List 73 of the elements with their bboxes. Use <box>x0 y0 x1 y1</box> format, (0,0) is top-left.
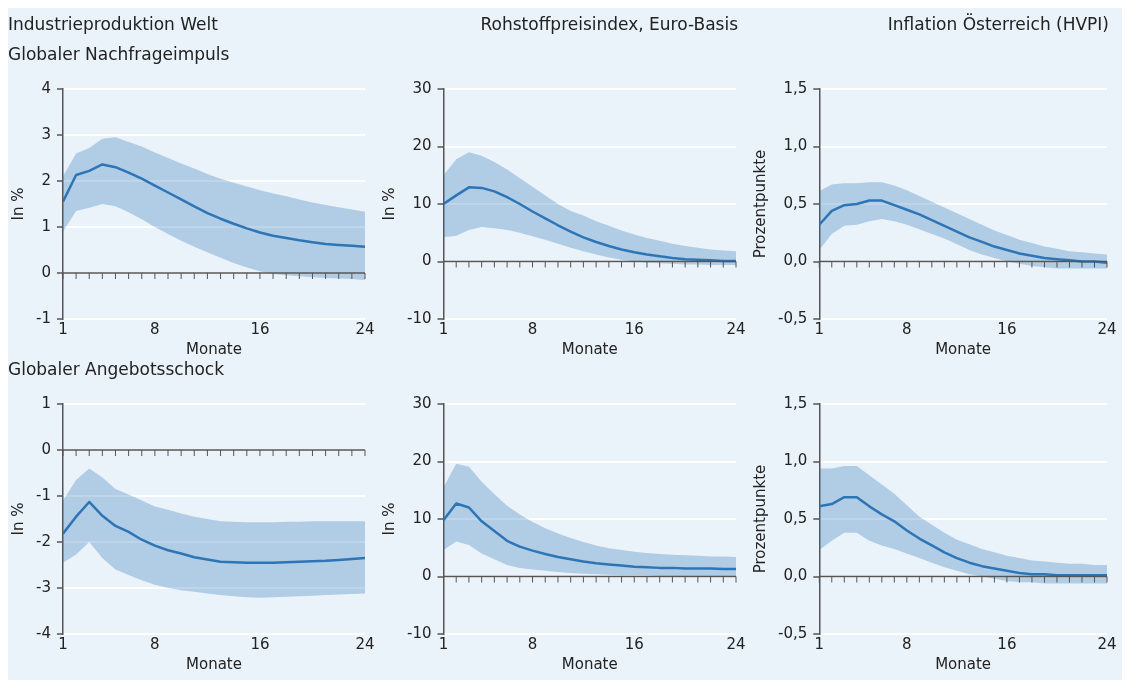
y-tick-label: -10 <box>407 623 432 642</box>
y-tick-label: 0,5 <box>783 193 808 212</box>
x-tick-label: 16 <box>250 319 270 338</box>
y-tick-label: -0,5 <box>777 623 808 642</box>
x-tick-label: 24 <box>355 634 375 653</box>
x-tick-label: 1 <box>438 634 449 653</box>
x-tick-label: 8 <box>150 634 160 653</box>
y-tick-label: 1 <box>41 216 51 235</box>
x-axis-title: Monate <box>561 339 618 358</box>
x-tick-label: 16 <box>624 634 644 653</box>
y-tick-label: 30 <box>412 78 432 97</box>
y-tick-label: 0 <box>421 251 432 270</box>
x-tick-label: 1 <box>814 634 825 653</box>
y-tick-label: -2 <box>35 531 51 550</box>
chart-title: Industrieproduktion Welt <box>8 14 219 36</box>
y-axis-title: Prozentpunkte <box>750 149 769 259</box>
x-tick-label: 24 <box>1097 319 1117 338</box>
y-axis-title: In % <box>8 187 27 221</box>
chart-subtitle: Globaler Nachfrageimpuls <box>8 44 231 66</box>
x-tick-label: 16 <box>997 319 1017 338</box>
x-tick-label: 24 <box>1097 634 1117 653</box>
y-tick-label: 20 <box>412 136 432 155</box>
y-tick-label: 4 <box>41 78 51 97</box>
x-tick-label: 8 <box>150 319 160 338</box>
y-tick-label: -3 <box>35 577 51 596</box>
x-tick-label: 1 <box>58 634 68 653</box>
y-tick-label: 0 <box>41 262 51 281</box>
y-axis-title: In % <box>379 502 398 536</box>
y-tick-label: 1 <box>41 393 51 412</box>
y-tick-label: 10 <box>412 193 432 212</box>
x-axis-title: Monate <box>186 654 242 673</box>
x-tick-label: 8 <box>902 634 912 653</box>
y-tick-label: -10 <box>407 308 432 327</box>
x-tick-label: 1 <box>814 319 825 338</box>
y-axis-title: Prozentpunkte <box>750 464 769 574</box>
y-tick-label: -1 <box>35 485 51 504</box>
y-tick-label: 2 <box>41 170 51 189</box>
y-tick-label: 0 <box>421 566 432 585</box>
y-tick-label: 0,0 <box>783 566 808 585</box>
y-axis-title: In % <box>8 502 27 536</box>
y-tick-label: 10 <box>412 508 432 527</box>
y-tick-label: 1,0 <box>783 136 808 155</box>
y-tick-label: 0 <box>41 439 51 458</box>
x-tick-label: 16 <box>997 634 1017 653</box>
y-tick-label: 0,5 <box>783 508 808 527</box>
y-tick-label: 0,0 <box>783 251 808 270</box>
y-tick-label: 1,5 <box>783 393 808 412</box>
x-tick-label: 16 <box>250 634 270 653</box>
x-tick-label: 24 <box>726 634 746 653</box>
x-tick-label: 8 <box>527 634 538 653</box>
x-tick-label: 24 <box>726 319 746 338</box>
x-tick-label: 1 <box>438 319 449 338</box>
x-tick-label: 1 <box>58 319 68 338</box>
chart-title: Rohstoffpreisindex, Euro-Basis <box>479 14 739 36</box>
chart-title: Inflation Österreich (HVPI) <box>886 14 1110 36</box>
y-tick-label: 20 <box>412 451 432 470</box>
y-tick-label: 3 <box>41 124 51 143</box>
x-tick-label: 24 <box>355 319 375 338</box>
x-axis-title: Monate <box>935 654 992 673</box>
y-tick-label: -0,5 <box>777 308 808 327</box>
y-tick-label: 1,5 <box>783 78 808 97</box>
y-tick-label: -4 <box>35 623 51 642</box>
chart-subtitle: Globaler Angebotsschock <box>8 359 226 381</box>
x-axis-title: Monate <box>935 339 992 358</box>
y-axis-title: In % <box>379 187 398 221</box>
y-tick-label: -1 <box>35 308 51 327</box>
y-tick-label: 30 <box>412 393 432 412</box>
x-axis-title: Monate <box>561 654 618 673</box>
x-tick-label: 8 <box>527 319 538 338</box>
x-axis-title: Monate <box>186 339 242 358</box>
y-tick-label: 1,0 <box>783 451 808 470</box>
x-tick-label: 16 <box>624 319 644 338</box>
x-tick-label: 8 <box>902 319 912 338</box>
